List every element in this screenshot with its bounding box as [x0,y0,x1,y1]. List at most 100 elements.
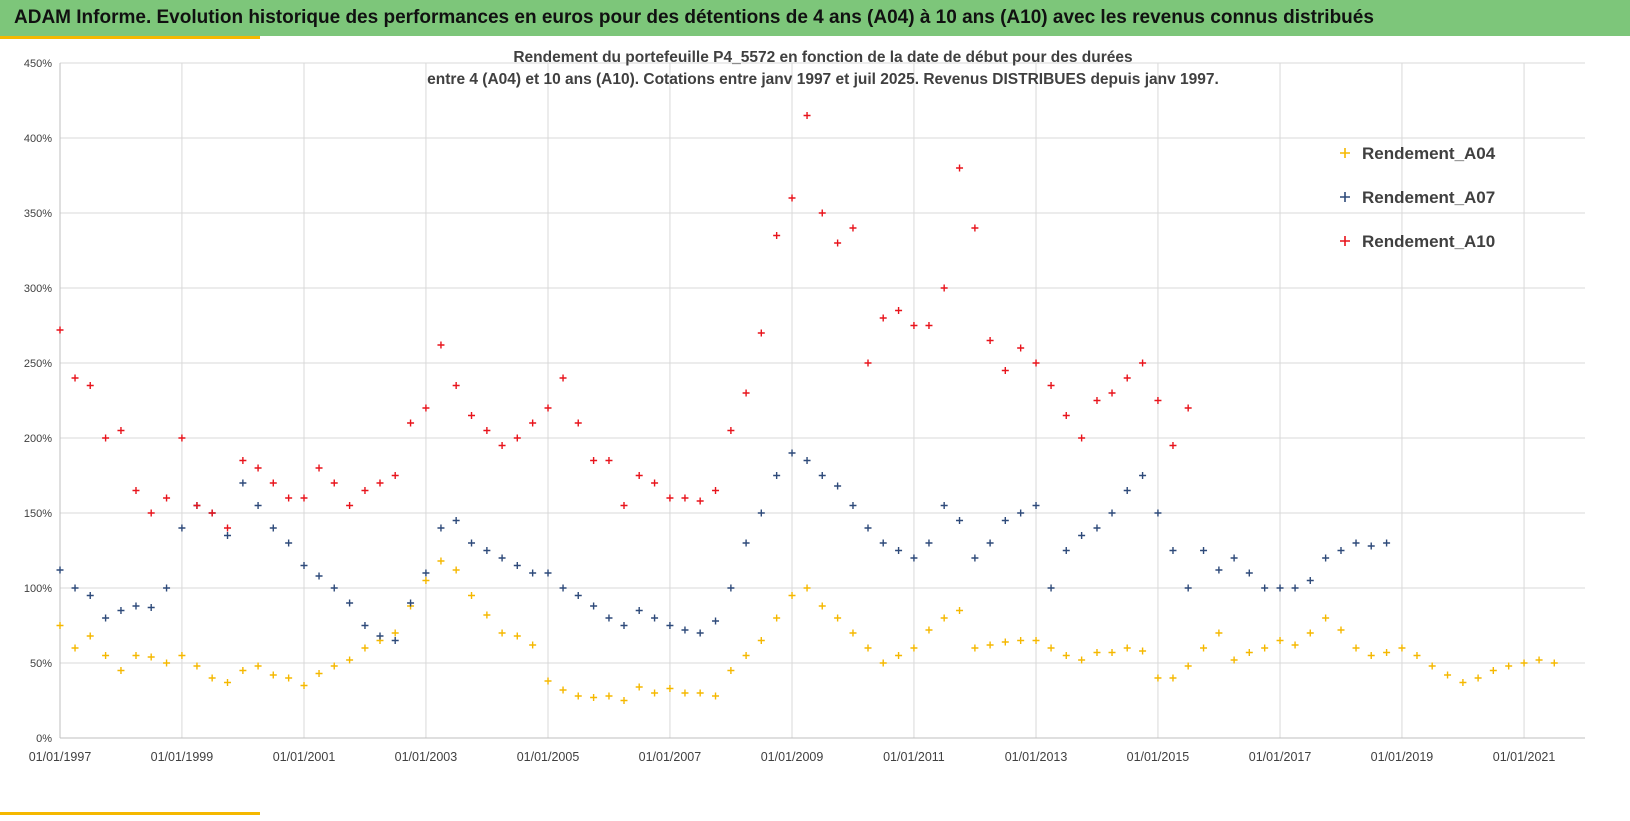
data-point [269,479,277,487]
y-tick-label: 0% [36,733,52,745]
data-point [300,562,308,569]
data-point [56,566,64,574]
data-point [574,692,582,700]
data-point [163,584,171,592]
data-point [834,239,842,247]
data-point [590,602,598,610]
data-point [1383,539,1391,547]
chart-frame: 0% 50% 100% 150% 200% 250% 300% 350% 400% 450% 01/… [0,36,1630,816]
x-tick-label: 01/01/1997 [29,750,92,764]
data-point [681,494,689,502]
data-point [468,592,476,599]
data-point [940,614,948,622]
data-point [407,419,415,427]
data-point [1108,389,1116,397]
data-point [1093,649,1101,656]
data-point [1352,539,1360,547]
data-point [132,652,140,659]
x-tick-label: 01/01/2003 [395,750,458,764]
data-point [330,584,338,592]
data-point [498,442,506,449]
data-point [1322,614,1330,622]
data-point [437,341,445,349]
grid-lines [59,62,1585,739]
data-point [1078,656,1086,664]
data-point [193,662,201,670]
data-point [1215,629,1223,637]
data-point [635,683,643,691]
performance-scatter-chart: 0% 50% 100% 150% 200% 250% 300% 350% 400% 450% 01/… [24,49,1585,764]
data-point [1108,649,1116,656]
data-point [818,602,826,610]
data-point [666,494,674,502]
data-point [1337,626,1345,634]
data-point [727,584,735,592]
data-point [483,547,491,554]
data-point [1291,641,1299,649]
data-point [1230,554,1238,562]
data-point [1489,667,1497,674]
data-point [86,592,94,599]
data-point [803,112,811,119]
y-tick-label: 300% [24,283,52,295]
data-point [315,464,323,472]
data-point [1261,644,1269,652]
data-point [742,652,750,659]
data-point [788,449,796,457]
data-point [1017,637,1025,644]
data-point [895,307,903,314]
data-point [224,524,232,532]
data-point [1139,647,1147,655]
x-tick-label: 01/01/2013 [1005,750,1068,764]
data-point [1245,569,1253,577]
y-tick-label: 250% [24,358,52,370]
series-rendement-a04 [56,557,1558,704]
data-point [559,686,567,694]
chart-axes: 0% 50% 100% 150% 200% 250% 300% 350% 400% 450% 01/… [24,58,1585,764]
data-point [895,547,903,554]
data-point [742,539,750,547]
data-point [239,457,247,464]
x-tick-label: 01/01/2005 [517,750,580,764]
data-point [590,457,598,464]
data-point [1322,554,1330,562]
data-point [1001,367,1009,374]
data-point [574,592,582,599]
data-point [727,427,735,434]
data-point [1306,629,1314,637]
data-point [773,472,781,479]
series-rendement-a10 [56,112,1192,532]
data-point [1078,434,1086,442]
data-point [1184,584,1192,592]
data-point [86,382,94,389]
data-point [71,584,79,592]
data-point [361,644,369,652]
data-point [1200,547,1208,554]
accent-bar-top [0,36,260,39]
data-point [163,494,171,502]
data-point [849,224,857,232]
data-point [71,644,79,652]
data-point [971,644,979,652]
data-point [925,626,933,634]
data-point [1169,442,1177,449]
data-point [910,322,918,329]
data-point [422,577,430,584]
data-point [330,479,338,487]
data-point [529,641,537,649]
data-point [1169,547,1177,554]
data-point [102,652,110,659]
data-point [544,677,552,685]
data-point [1505,662,1513,670]
data-point [468,539,476,547]
data-point [1123,374,1131,382]
data-point [712,487,720,494]
data-point [1062,412,1070,419]
data-point [940,284,948,292]
data-point [1047,382,1055,389]
accent-bar-bottom [0,812,260,815]
data-point [956,607,964,614]
data-point [239,479,247,487]
data-point [1550,659,1558,667]
data-point [574,419,582,427]
